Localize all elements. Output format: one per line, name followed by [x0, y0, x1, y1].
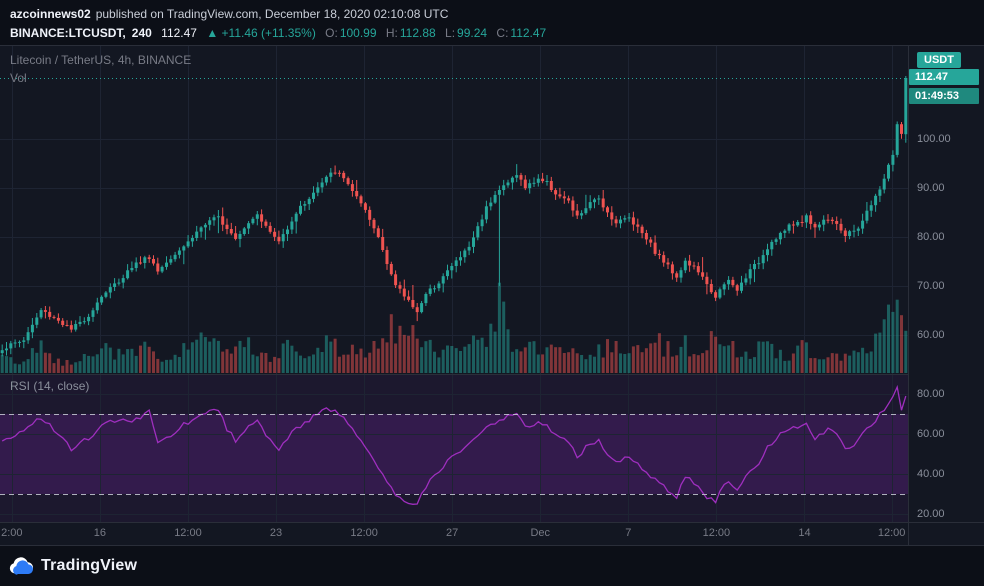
- time-tick-label: 12:00: [877, 527, 906, 539]
- time-tick-label: 2:00: [1, 527, 23, 539]
- time-tick-label: 14: [798, 527, 811, 539]
- price-tick-label: 90.00: [917, 181, 945, 194]
- chart-plot[interactable]: [0, 46, 908, 522]
- high-value: 112.88: [399, 26, 436, 40]
- gridlines: [0, 46, 908, 522]
- price-tick-label: 80.00: [917, 230, 945, 243]
- rsi-pane-tint: [0, 374, 908, 522]
- price-tick-label: 60.00: [917, 328, 945, 341]
- low-value: 99.24: [457, 26, 488, 40]
- publisher-username: azcoinnews02: [10, 7, 91, 21]
- rsi-tick-label: 60.00: [917, 428, 945, 440]
- volume-series: [0, 282, 908, 373]
- chart-area: Litecoin / TetherUS, 4h, BINANCE Vol RSI…: [0, 46, 984, 545]
- rsi-tick-label: 80.00: [917, 388, 945, 400]
- bar-countdown-badge: 01:49:53: [909, 87, 979, 104]
- rsi-tick-label: 40.00: [917, 468, 945, 480]
- rsi-tick-label: 20.00: [917, 508, 945, 520]
- time-tick-label: 16: [93, 527, 106, 539]
- close-label: C:: [496, 26, 509, 40]
- quote-currency-chip: USDT: [917, 52, 961, 68]
- symbol-name: BINANCE:LTCUSDT,: [10, 26, 126, 40]
- rsi-band-fill: [0, 414, 908, 494]
- time-tick-label: 12:00: [174, 527, 202, 539]
- time-axis[interactable]: 2:00 16 12:00 23 12:00 27 Dec 7 12:00 14 12:00: [0, 522, 984, 545]
- last-price: 112.47: [161, 26, 197, 40]
- publish-line: azcoinnews02 published on TradingView.com…: [10, 5, 974, 23]
- price-axis[interactable]: USDT 112.47 01:49:53 100.00 90.00 80.00 70.…: [908, 46, 984, 545]
- last-price-badge: 112.47: [909, 68, 979, 85]
- price-change: ▲ +11.46 (+11.35%): [206, 26, 316, 40]
- high-label: H:: [385, 26, 398, 40]
- brand-name[interactable]: TradingView: [41, 557, 138, 574]
- open-label: O:: [325, 26, 338, 40]
- time-tick-label: 27: [446, 527, 459, 539]
- rsi-line: [1, 384, 907, 505]
- price-tick-label: 100.00: [917, 133, 951, 145]
- interval-label: 240: [131, 26, 152, 40]
- candlestick-series: [0, 76, 908, 357]
- symbol-line: BINANCE:LTCUSDT, 240 112.47 ▲ +11.46 (+11…: [10, 23, 974, 43]
- close-value: 112.47: [510, 26, 547, 40]
- time-tick-label: 12:00: [350, 527, 378, 539]
- time-tick-label: 12:00: [702, 527, 731, 539]
- time-tick-label: 23: [269, 527, 283, 539]
- low-label: L:: [445, 26, 456, 40]
- publish-bar: azcoinnews02 published on TradingView.com…: [0, 0, 984, 46]
- open-value: 100.99: [339, 26, 377, 40]
- price-tick-label: 70.00: [917, 279, 945, 292]
- tradingview-logo-icon[interactable]: [8, 556, 34, 576]
- time-tick-label: Dec: [530, 527, 551, 539]
- footer-bar: TradingView: [0, 545, 984, 586]
- published-text: published on TradingView.com, December 1…: [95, 7, 449, 21]
- time-tick-label: 7: [625, 527, 632, 539]
